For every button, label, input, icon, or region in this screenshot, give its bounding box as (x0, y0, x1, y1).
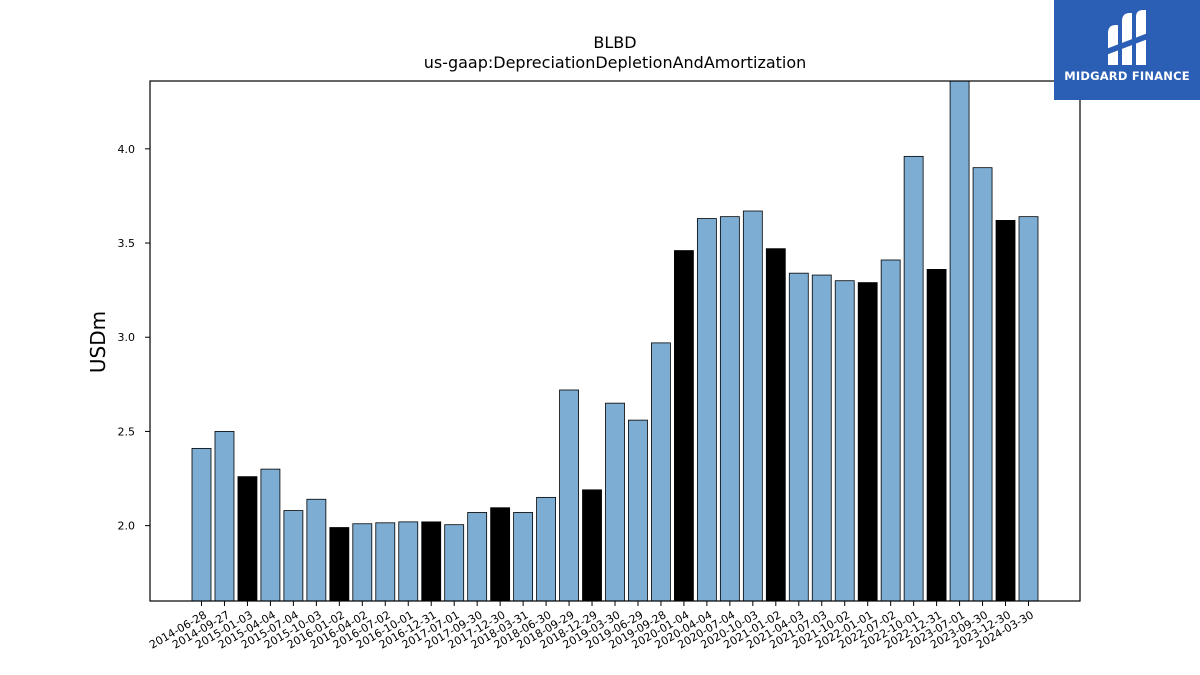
bar-2016-10-01 (398, 521, 419, 602)
bar-2023-09-30 (972, 167, 993, 602)
plot-frame (149, 80, 1081, 602)
bar-2022-07-02 (880, 259, 901, 602)
bar-2023-12-30 (995, 220, 1016, 602)
y-tick-label: 3.5 (118, 237, 136, 250)
bar-2021-01-02 (765, 248, 786, 602)
bar-2015-07-04 (283, 510, 304, 602)
bar-2022-12-31 (926, 269, 947, 602)
y-tick-label: 4.0 (118, 143, 136, 156)
bar-2023-07-01 (949, 80, 970, 602)
chart-subtitle: us-gaap:DepreciationDepletionAndAmortiza… (424, 53, 807, 72)
bar-2022-01-01 (857, 282, 878, 602)
bar-2021-04-03 (788, 272, 809, 602)
bar-2020-07-04 (719, 216, 740, 602)
x-axis-ticks: 2014-06-282014-09-272015-01-032015-04-04… (147, 601, 1036, 652)
bar-2020-04-04 (696, 218, 717, 602)
y-tick-label: 2.5 (118, 425, 136, 438)
bar-2022-10-01 (903, 155, 924, 602)
midgard-finance-logo: MIDGARD FINANCE (1054, 0, 1200, 100)
bar-2019-06-29 (628, 419, 648, 602)
bar-2021-07-03 (811, 274, 832, 602)
y-axis-label: USDm (86, 311, 110, 373)
bar-2021-10-02 (834, 280, 855, 602)
bar-2018-03-31 (513, 512, 534, 602)
midgard-logo-icon (1106, 10, 1148, 65)
bar-2015-10-03 (306, 498, 327, 602)
y-tick-label: 2.0 (118, 520, 136, 533)
y-tick-label: 3.0 (118, 331, 136, 344)
bar-2018-06-30 (536, 496, 556, 602)
bar-2017-07-01 (444, 524, 465, 602)
bar-2016-12-31 (421, 521, 442, 602)
y-axis-ticks: 2.0 2.5 3.0 3.5 4.0 (118, 143, 150, 533)
logo-text: MIDGARD FINANCE (1064, 69, 1190, 83)
bar-2020-10-03 (742, 210, 763, 602)
bar-2015-01-03 (237, 476, 258, 602)
bar-2016-07-02 (375, 522, 396, 602)
bar-2016-01-02 (329, 527, 350, 602)
bar-2014-06-28 (191, 447, 212, 602)
bar-2018-12-29 (582, 489, 602, 602)
bar-2016-04-02 (352, 523, 373, 602)
chart-title: BLBD (593, 33, 636, 52)
bar-2020-01-04 (674, 250, 694, 602)
bar-2019-03-30 (605, 402, 625, 602)
bar-2024-03-30 (1018, 216, 1039, 602)
bar-2017-09-30 (467, 512, 488, 602)
bar-2017-12-30 (490, 507, 511, 602)
bar-2014-09-27 (214, 431, 235, 602)
bar-2015-04-04 (260, 468, 281, 602)
bar-2019-09-28 (651, 342, 671, 602)
bars-group (191, 80, 1039, 602)
bar-2018-09-29 (559, 389, 579, 602)
